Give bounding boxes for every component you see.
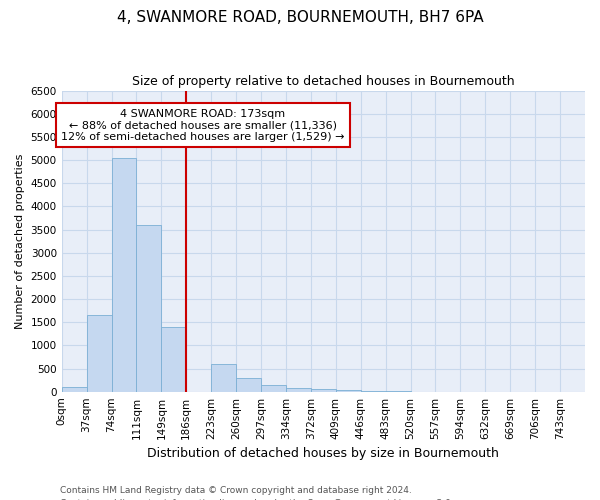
X-axis label: Distribution of detached houses by size in Bournemouth: Distribution of detached houses by size … [148,447,499,460]
Text: 4 SWANMORE ROAD: 173sqm
← 88% of detached houses are smaller (11,336)
12% of sem: 4 SWANMORE ROAD: 173sqm ← 88% of detache… [61,108,345,142]
Bar [86,315,112,392]
Bar [112,158,136,392]
Bar [62,387,86,392]
Bar [136,225,161,392]
Bar [311,390,336,392]
Text: Contains HM Land Registry data © Crown copyright and database right 2024.: Contains HM Land Registry data © Crown c… [60,486,412,495]
Bar [236,378,261,392]
Text: 4, SWANMORE ROAD, BOURNEMOUTH, BH7 6PA: 4, SWANMORE ROAD, BOURNEMOUTH, BH7 6PA [116,10,484,25]
Title: Size of property relative to detached houses in Bournemouth: Size of property relative to detached ho… [132,75,515,88]
Text: Contains public sector information licensed under the Open Government Licence v3: Contains public sector information licen… [60,498,454,500]
Bar [211,364,236,392]
Bar [161,327,186,392]
Bar [286,388,311,392]
Y-axis label: Number of detached properties: Number of detached properties [15,154,25,329]
Bar [336,390,361,392]
Bar [261,384,286,392]
Bar [361,391,386,392]
